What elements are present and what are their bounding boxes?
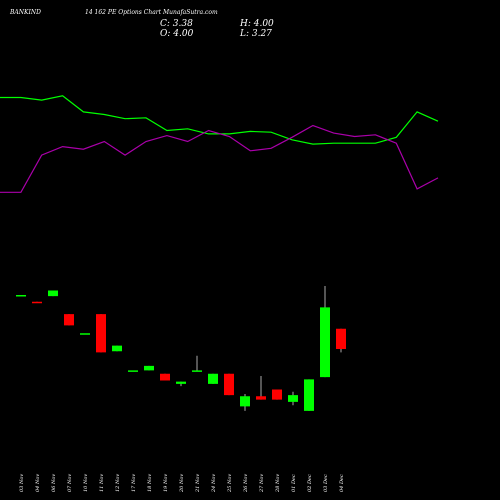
x-tick-label: 03 Nov (19, 474, 25, 492)
candle-body (64, 314, 74, 326)
candle-body (160, 373, 170, 381)
candle-body (144, 365, 154, 371)
candle-body (272, 389, 282, 400)
chart-subtitle: 14 162 PE Options Chart MunafaSutra.com (85, 9, 218, 16)
purple-series-line (0, 124, 439, 193)
candle-body (32, 301, 42, 304)
x-tick-label: 10 Nov (83, 474, 89, 492)
candle-body (16, 295, 26, 297)
open-value: O: 4.00 (160, 29, 194, 39)
close-value: C: 3.38 (160, 19, 193, 29)
x-tick-label: 18 Nov (147, 474, 153, 492)
green-series-line (0, 95, 439, 145)
candle-body (336, 328, 346, 349)
x-tick-label: 07 Nov (67, 474, 73, 492)
x-tick-label: 21 Nov (195, 474, 201, 493)
candle-body (96, 314, 106, 353)
x-tick-label: 25 Nov (227, 474, 233, 493)
candle-body (192, 370, 202, 372)
candle-body (208, 373, 218, 384)
x-tick-label: 06 Nov (51, 474, 57, 492)
x-tick-label: 28 Nov (275, 474, 281, 493)
x-tick-label: 11 Nov (99, 474, 105, 492)
x-tick-label: 02 Dec (307, 474, 313, 492)
x-tick-label: 20 Nov (179, 474, 185, 493)
x-tick-label: 27 Nov (259, 474, 265, 493)
candle-body (80, 333, 90, 335)
x-tick-label: 03 Dec (323, 474, 329, 492)
symbol-label: BANKIND (10, 9, 41, 16)
candle-body (128, 370, 138, 372)
candle-body (224, 373, 234, 396)
low-value: L: 3.27 (240, 29, 272, 39)
candle-body (320, 307, 330, 378)
candle-body (288, 395, 298, 402)
x-tick-label: 19 Nov (163, 474, 169, 492)
candle-body (304, 379, 314, 411)
x-tick-label: 04 Dec (339, 474, 345, 492)
x-tick-label: 24 Nov (211, 474, 217, 493)
candle-body (112, 345, 122, 352)
candle-body (176, 381, 186, 384)
candle-body (48, 290, 58, 297)
x-tick-label: 17 Nov (131, 474, 137, 492)
high-value: H: 4.00 (240, 19, 274, 29)
x-tick-label: 04 Nov (35, 474, 41, 492)
x-tick-label: 26 Nov (243, 474, 249, 493)
x-tick-label: 12 Nov (115, 474, 121, 492)
candle-body (256, 396, 266, 400)
x-tick-label: 01 Dec (291, 474, 297, 492)
candle-body (240, 396, 250, 407)
